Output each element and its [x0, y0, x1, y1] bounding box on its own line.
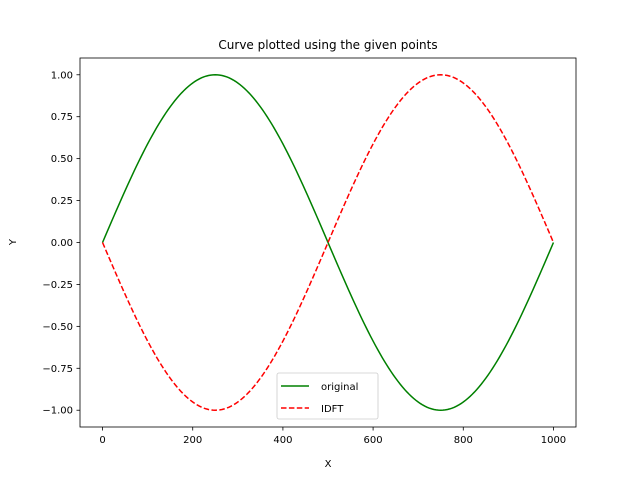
- y-tick-label: 0.50: [51, 154, 73, 165]
- x-tick-label: 1000: [541, 435, 566, 446]
- series-line-idft: [101, 74, 555, 411]
- x-tick-label: 200: [183, 435, 202, 446]
- chart-title: Curve plotted using the given points: [218, 38, 437, 52]
- x-axis-label: X: [325, 459, 332, 470]
- y-tick-label: 0.75: [51, 112, 73, 123]
- y-tick-label: −1.00: [42, 406, 73, 417]
- legend-label-original: original: [321, 382, 358, 393]
- legend-label-idft: IDFT: [321, 404, 344, 415]
- y-tick-label: −0.50: [42, 322, 73, 333]
- plot-lines: [101, 74, 555, 411]
- x-tick-label: 400: [273, 435, 292, 446]
- y-axis-label: Y: [8, 238, 19, 246]
- x-tick-label: 800: [454, 435, 473, 446]
- legend: original IDFT: [276, 372, 379, 420]
- x-axis: 0 200 400 600 800 1000: [99, 427, 566, 446]
- x-tick-label: 600: [364, 435, 383, 446]
- x-tick-label: 0: [99, 435, 105, 446]
- y-tick-label: −0.25: [42, 280, 73, 291]
- y-tick-label: 0.25: [51, 196, 73, 207]
- y-tick-label: 0.00: [51, 238, 73, 249]
- y-axis: 1.00 0.75 0.50 0.25 0.00 −0.25 −0.50 −0.75 −1.00: [42, 70, 80, 417]
- y-tick-label: −0.75: [42, 364, 73, 375]
- y-tick-label: 1.00: [51, 70, 73, 81]
- series-line-original: [101, 74, 555, 411]
